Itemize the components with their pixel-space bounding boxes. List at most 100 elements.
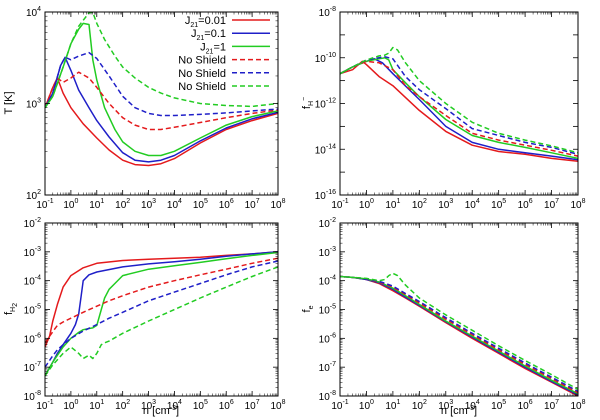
tick-label-x: 106 [219,198,234,211]
series-line-shielded-2 [45,251,278,377]
series-line-shielded-2 [340,57,578,160]
tick-label-x: 104 [167,399,182,412]
x-axis-label: n [cm-3] [441,405,477,417]
series-line-shielded-0 [340,275,578,396]
tick-label-x: 107 [245,399,260,412]
series-line-no-shield-5 [45,12,278,109]
tick-label-x: 10-1 [36,198,53,211]
tick-label-y: 10-16 [315,189,336,202]
tick-label-y: 10-4 [319,275,336,288]
series-line-no-shield-4 [45,260,278,368]
tick-label-x: 106 [518,198,533,211]
series-line-shielded-2 [340,275,578,395]
tick-label-y: 10-8 [319,390,336,403]
tick-label-y: 10-8 [24,390,41,403]
tick-label-x: 103 [438,399,453,412]
tick-label-y: 102 [26,189,41,202]
x-axis-label: n [cm-3] [143,405,179,417]
panel-h-minus: 10-1 100 101 102 103 104 105 106 107 108 10-16 10-1… [301,6,586,211]
tick-label-y: 10-10 [315,52,336,65]
tick-label-x: 103 [141,198,156,211]
plot-frame [339,11,579,196]
tick-label-x: 107 [544,399,559,412]
tick-label-x: 103 [141,399,156,412]
tick-label-x: 101 [89,198,104,211]
series-line-shielded-2 [45,22,278,157]
tick-label-y: 104 [26,6,41,19]
tick-label-x: 105 [491,198,506,211]
tick-label-x: 101 [89,399,104,412]
tick-label-x: 106 [518,399,533,412]
series-line-no-shield-3 [340,60,578,157]
tick-label-x: 104 [465,399,480,412]
tick-label-y: 10-4 [24,275,41,288]
tick-label-y: 10-7 [24,361,41,374]
panel-h2: 10-1 100 101 102 103 104 105 106 107 108 10-8 10-7 1… [3,217,286,417]
legend-entry-label: No Shield [178,55,226,67]
tick-label-x: 104 [167,198,182,211]
tick-label-y: 10-6 [24,332,41,345]
series-line-shielded-1 [340,275,578,396]
series-line-no-shield-3 [45,71,278,131]
tick-label-y: 10-3 [24,246,41,259]
tick-label-x: 101 [385,399,400,412]
tick-label-y: 10-5 [319,304,336,317]
tick-label-x: 10-1 [36,399,53,412]
tick-label-x: 105 [193,198,208,211]
tick-label-x: 107 [245,198,260,211]
tick-label-x: 10-1 [331,198,348,211]
legend-entry-label: J21=0.1 [191,28,226,42]
legend-entry-label: J21=0.01 [185,15,226,29]
tick-label-y: 10-5 [24,304,41,317]
series-line-shielded-1 [45,56,278,163]
tick-label-y: 10-6 [319,332,336,345]
series-line-no-shield-4 [340,56,578,156]
tick-label-x: 102 [412,198,427,211]
tick-label-x: 102 [412,399,427,412]
tick-label-x: 108 [270,399,285,412]
series-line-no-shield-5 [340,46,578,154]
tick-label-y: 10-2 [24,217,41,230]
tick-label-x: 105 [193,399,208,412]
y-axis-label: T [K] [3,91,15,114]
y-axis-label: fH− [301,97,315,109]
legend-entry-label: No Shield [178,81,226,93]
series-line-shielded-0 [45,77,278,167]
tick-label-x: 105 [491,399,506,412]
legend-entry-label: J21=1 [200,41,226,55]
tick-label-x: 100 [359,198,374,211]
tick-label-x: 103 [438,198,453,211]
series-line-no-shield-5 [45,266,278,377]
tick-label-x: 102 [115,399,130,412]
tick-label-x: 100 [359,399,374,412]
tick-label-x: 106 [219,399,234,412]
tick-label-y: 10-3 [319,246,336,259]
tick-label-y: 10-8 [319,6,336,19]
tick-label-y: 10-2 [319,217,336,230]
tick-label-y: 10-12 [315,98,336,111]
panel-electron: 10-1 100 101 102 103 104 105 106 107 108 10-8 10-7 1… [301,217,586,417]
tick-label-x: 10-1 [331,399,348,412]
series-line-no-shield-4 [45,51,278,117]
plot-frame [44,11,279,196]
tick-label-x: 104 [465,198,480,211]
tick-label-y: 10-14 [315,143,336,156]
tick-label-x: 102 [115,198,130,211]
panel-temperature: 10-1 100 101 102 103 104 105 106 107 108 102 103 104… [3,6,286,211]
tick-label-x: 101 [385,198,400,211]
tick-label-x: 108 [570,399,585,412]
series-line-no-shield-5 [340,272,578,391]
tick-label-y: 103 [26,98,41,111]
tick-label-x: 108 [570,198,585,211]
tick-label-x: 100 [63,399,78,412]
tick-label-x: 107 [544,198,559,211]
tick-label-y: 10-7 [319,361,336,374]
tick-label-x: 108 [270,198,285,211]
y-axis-label: fe [301,305,315,312]
y-axis-label: fH2 [3,303,19,315]
tick-label-x: 100 [63,198,78,211]
legend-entry-label: No Shield [178,68,226,80]
series-line-shielded-0 [45,251,278,348]
